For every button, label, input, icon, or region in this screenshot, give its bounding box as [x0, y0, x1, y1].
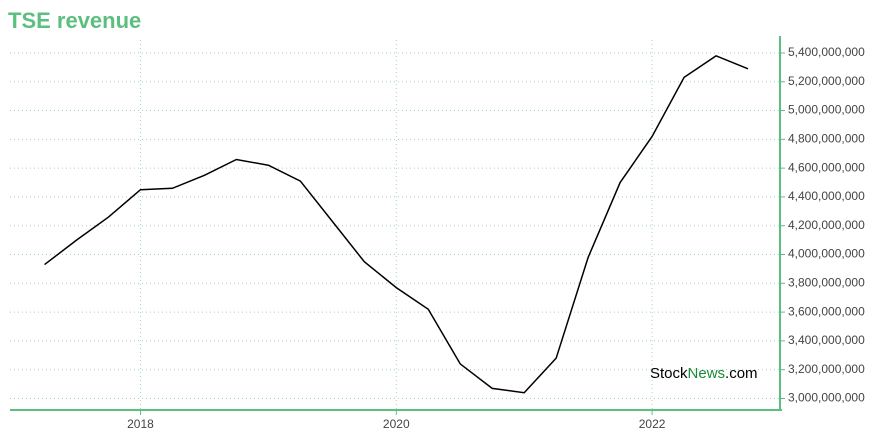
y-tick-label: 3,200,000,000	[788, 362, 865, 376]
x-tick-label: 2018	[127, 417, 154, 431]
watermark-part: .com	[725, 365, 758, 382]
y-tick-label: 5,200,000,000	[788, 74, 865, 88]
y-tick-label: 3,000,000,000	[788, 391, 865, 405]
y-tick-label: 4,000,000,000	[788, 247, 865, 261]
y-tick-label: 3,600,000,000	[788, 304, 865, 318]
watermark: StockNews.com	[650, 365, 758, 382]
y-tick-label: 4,800,000,000	[788, 132, 865, 146]
watermark-part: Stock	[650, 365, 688, 382]
y-tick-label: 5,000,000,000	[788, 103, 865, 117]
watermark-part: News	[688, 365, 726, 382]
y-tick-label: 5,400,000,000	[788, 45, 865, 59]
y-tick-label: 3,800,000,000	[788, 275, 865, 289]
line-series	[44, 54, 749, 394]
x-tick-label: 2020	[383, 417, 410, 431]
chart-title: TSE revenue	[8, 8, 141, 33]
y-tick-label: 3,400,000,000	[788, 333, 865, 347]
x-tick-label: 2022	[639, 417, 666, 431]
y-tick-label: 4,200,000,000	[788, 218, 865, 232]
y-tick-label: 4,600,000,000	[788, 160, 865, 174]
y-tick-label: 4,400,000,000	[788, 189, 865, 203]
